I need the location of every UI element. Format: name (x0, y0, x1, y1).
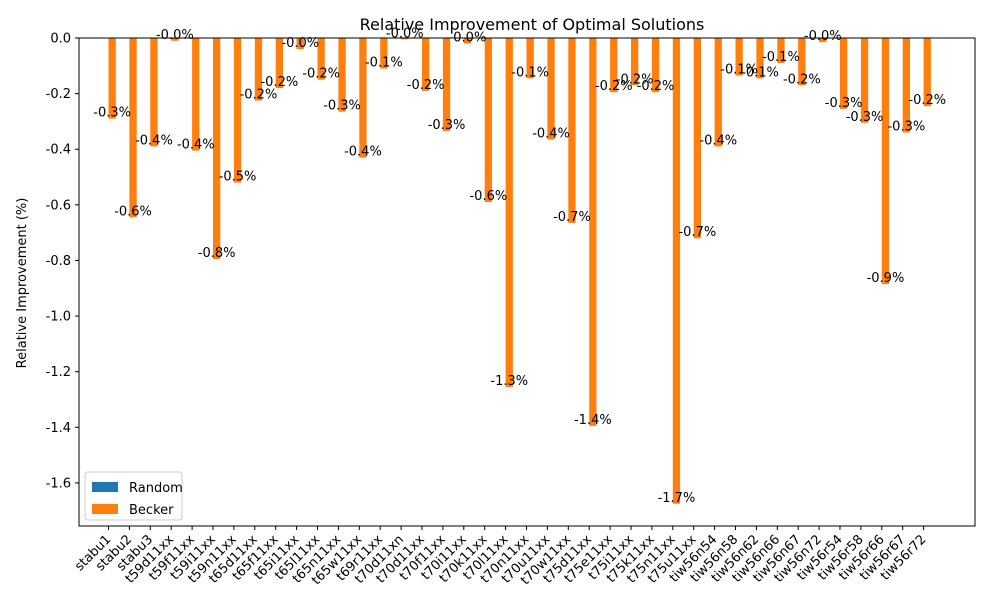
bar-becker-tiw56r72 (923, 38, 931, 107)
bar-becker-t69r11xx (380, 38, 388, 69)
bar-becker-t75i11xx (631, 38, 639, 86)
bar-becker-tiw56n62 (756, 38, 764, 79)
bar-becker-t70l11xx (505, 38, 513, 387)
data-label-stabu3: -0.4% (135, 133, 173, 148)
bar-becker-t75k11xx (651, 38, 660, 93)
bar-becker-tiw56r66 (881, 38, 890, 285)
bar-becker-t70k11xx (484, 38, 492, 203)
y-tick-label: 0.0 (50, 32, 71, 47)
data-label-t59n11xx: -0.5% (219, 170, 257, 185)
y-tick-label: -0.2 (46, 87, 71, 102)
bar-becker-t65f11xx (275, 38, 283, 89)
data-label-tiw56r66: -0.9% (867, 271, 905, 286)
data-label-t70f11xx: -0.3% (428, 118, 466, 133)
data-label-t70k11xx: -0.6% (469, 189, 507, 204)
bar-becker-t70d11xx (422, 38, 430, 91)
data-label-tiw56n58: -0.1% (720, 63, 758, 78)
bar-becker-stabu3 (150, 38, 158, 147)
y-tick-label: -1.0 (46, 310, 71, 325)
bar-becker-t65n11xx (338, 38, 346, 112)
bar-becker-tiw56r58 (860, 38, 869, 123)
data-label-t70w11xx: -0.7% (553, 210, 591, 225)
y-tick-label: -1.6 (46, 476, 71, 491)
bar-becker-t59i11xx (213, 38, 221, 260)
bar-becker-t59f11xx (192, 38, 200, 151)
bar-becker-t75n11xx (672, 38, 681, 504)
legend-label-becker: Becker (129, 503, 174, 518)
bar-becker-t65l11xx (317, 38, 325, 80)
bar-becker-stabu2 (129, 38, 137, 218)
bar-becker-t75u11xx (693, 38, 701, 239)
data-label-t75i11xx: -0.2% (616, 72, 654, 87)
data-label-stabu2: -0.6% (114, 204, 152, 219)
data-label-t65i11xx: -0.0% (281, 36, 319, 51)
data-label-tiw56n67: -0.2% (783, 72, 821, 87)
bar-becker-tiw56n58 (735, 38, 743, 76)
data-label-tiw56n62: -0.1% (741, 65, 779, 80)
bar-becker-t70w11xx (568, 38, 576, 223)
data-label-t59i11xx: -0.8% (198, 246, 236, 261)
bar-becker-tiw56n54 (714, 38, 722, 147)
data-label-t70n11xx: -0.1% (511, 65, 549, 80)
data-label-tiw56r54: -0.3% (825, 96, 863, 111)
bar-becker-t70u11xx (547, 38, 555, 140)
data-label-t65f11xx: -0.2% (260, 75, 298, 90)
bar-becker-stabu1 (108, 38, 116, 119)
bar-becker-tiw56r54 (840, 38, 848, 109)
bar-becker-t75d11xx (589, 38, 597, 426)
data-label-tiw56r58: -0.3% (846, 110, 884, 125)
data-label-tiw56n54: -0.4% (699, 133, 737, 148)
data-label-tiw56r72: -0.2% (908, 93, 946, 108)
data-label-t70u11xx: -0.4% (532, 126, 570, 141)
y-tick-label: -0.8 (46, 254, 71, 269)
data-label-tiw56n72: -0.0% (804, 29, 842, 44)
bar-becker-t65w11xx (359, 38, 367, 158)
data-label-t70d11xn: -0.0% (386, 26, 424, 41)
data-label-t70d11xx: -0.2% (407, 78, 445, 93)
y-axis-label: Relative Improvement (%) (15, 198, 30, 369)
data-label-t65l11xx: -0.2% (302, 67, 340, 82)
bar-becker-t75e11xx (610, 38, 618, 93)
data-label-t75n11xx: -1.7% (658, 491, 696, 506)
data-label-tiw56r67: -0.3% (887, 120, 925, 135)
chart-title: Relative Improvement of Optimal Solution… (360, 15, 705, 34)
y-tick-label: -0.4 (46, 143, 71, 158)
bar-becker-t59n11xx (233, 38, 242, 183)
data-label-stabu1: -0.3% (93, 106, 131, 121)
legend-swatch-random (92, 482, 118, 492)
bar-becker-t70d11xn (401, 38, 409, 40)
bar-becker-t65d11xx (254, 38, 263, 101)
bar-becker-tiw56n72 (819, 38, 827, 43)
data-label-t59d11xx: -0.0% (156, 28, 194, 43)
data-label-t65d11xx: -0.2% (240, 88, 278, 103)
bar-becker-t65i11xx (296, 38, 304, 50)
bar-becker-tiw56r67 (902, 38, 910, 133)
data-label-t59f11xx: -0.4% (177, 138, 215, 153)
data-label-t69r11xx: -0.1% (365, 56, 403, 71)
bar-becker-t59d11xx (171, 38, 179, 41)
legend-swatch-becker (92, 504, 118, 514)
bar-becker-t70f11xx (442, 38, 451, 132)
data-label-t65w11xx: -0.4% (344, 145, 382, 160)
y-tick-label: -0.6 (46, 198, 71, 213)
legend-label-random: Random (129, 481, 183, 496)
data-label-t65n11xx: -0.3% (323, 99, 361, 114)
legend: Random Becker (84, 471, 183, 521)
data-label-t75u11xx: -0.7% (678, 225, 716, 240)
bar-becker-t70n11xx (526, 38, 534, 79)
bar-becker-tiw56n67 (798, 38, 806, 86)
y-tick-label: -1.4 (46, 421, 71, 436)
data-label-t75d11xx: -1.4% (574, 413, 612, 428)
data-label-tiw56n66: -0.1% (762, 50, 800, 65)
bar-becker-tiw56n66 (777, 38, 785, 64)
data-label-t75k11xx: -0.2% (637, 79, 675, 94)
data-label-t75e11xx: -0.2% (595, 79, 633, 94)
y-tick-label: -1.2 (46, 365, 71, 380)
bar-becker-t70i11xx (463, 38, 472, 44)
data-label-t70l11xx: -1.3% (490, 374, 528, 389)
